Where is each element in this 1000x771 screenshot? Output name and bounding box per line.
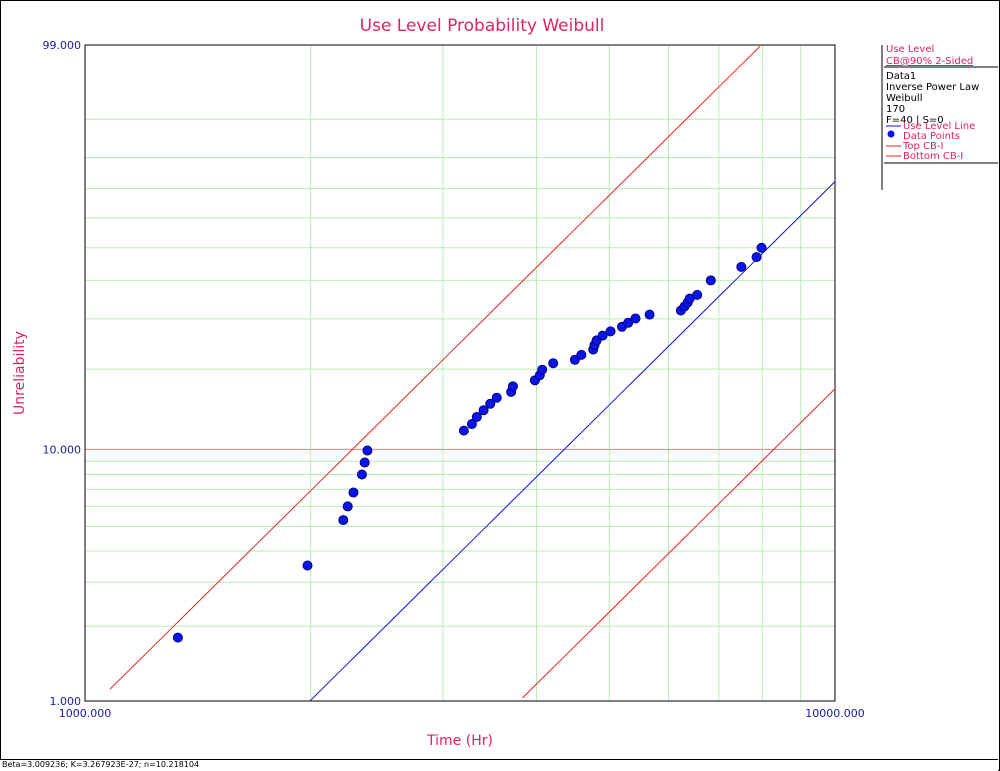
- data-point: [630, 313, 641, 324]
- data-point: [605, 326, 616, 337]
- data-point: [471, 411, 482, 422]
- data-point: [458, 425, 469, 436]
- data-point: [348, 487, 359, 498]
- data-point: [485, 398, 496, 409]
- x-tick-labels: 1000.000 10000.000: [59, 707, 865, 720]
- x-tick-label: 10000.000: [805, 707, 865, 720]
- top-cb-i-line: [109, 45, 761, 690]
- legend-item-use-level-line: Use Level Line: [903, 121, 975, 132]
- use-level-line-line: [309, 181, 836, 702]
- plot-lines: [109, 45, 836, 702]
- data-point: [751, 252, 762, 263]
- data-point: [491, 392, 502, 403]
- legend-item-bottom-cb: Bottom CB-I: [903, 151, 963, 162]
- legend-info-stress: 170: [886, 104, 905, 115]
- legend-info-distribution: Weibull: [886, 93, 922, 104]
- data-point: [466, 419, 477, 430]
- legend-info-counts: F=40 | S=0: [886, 115, 944, 126]
- data-point: [356, 469, 367, 480]
- data-point: [644, 309, 655, 320]
- legend-data-points-swatch: [887, 130, 895, 138]
- y-tick-label: 10.000: [43, 443, 82, 456]
- data-point: [548, 358, 559, 369]
- data-point: [576, 349, 587, 360]
- legend-item-data-points: Data Points: [903, 131, 960, 142]
- data-point: [736, 261, 747, 272]
- data-point: [478, 405, 489, 416]
- legend-header-cb: CB@90% 2-Sided: [886, 56, 973, 67]
- data-points: [172, 242, 767, 643]
- chart-title: Use Level Probability Weibull: [360, 16, 605, 36]
- plot-area: [84, 44, 836, 702]
- data-point: [362, 445, 373, 456]
- legend-item-top-cb: Top CB-I: [902, 141, 943, 152]
- data-point: [359, 457, 370, 468]
- y-tick-label: 99.000: [43, 39, 82, 52]
- x-axis-title: Time (Hr): [426, 733, 493, 749]
- legend-info-dataset: Data1: [886, 71, 916, 82]
- bottom-cb-i-line: [522, 388, 836, 699]
- data-point: [302, 560, 313, 571]
- data-point: [537, 364, 548, 375]
- data-point: [705, 275, 716, 286]
- data-point: [692, 289, 703, 300]
- legend: Use Level CB@90% 2-Sided Data1 Inverse P…: [881, 44, 998, 190]
- data-point: [172, 632, 183, 643]
- data-point: [623, 317, 634, 328]
- grid: [85, 45, 835, 701]
- y-tick-labels: 1.000 10.000 99.000: [43, 39, 82, 708]
- data-point: [342, 501, 353, 512]
- legend-header-use-level: Use Level: [886, 44, 934, 55]
- y-tick-label: 1.000: [50, 695, 82, 708]
- data-point: [756, 242, 767, 253]
- status-footer: Beta=3.009236; K=3.267923E-27; n=10.2181…: [0, 759, 998, 771]
- legend-info-model: Inverse Power Law: [886, 82, 979, 93]
- data-point: [597, 330, 608, 341]
- footer-parameters: Beta=3.009236; K=3.267923E-27; n=10.2181…: [2, 760, 200, 769]
- x-tick-label: 1000.000: [59, 707, 112, 720]
- data-point: [507, 381, 518, 392]
- y-axis-title: Unreliability: [12, 331, 28, 415]
- data-point: [338, 515, 349, 526]
